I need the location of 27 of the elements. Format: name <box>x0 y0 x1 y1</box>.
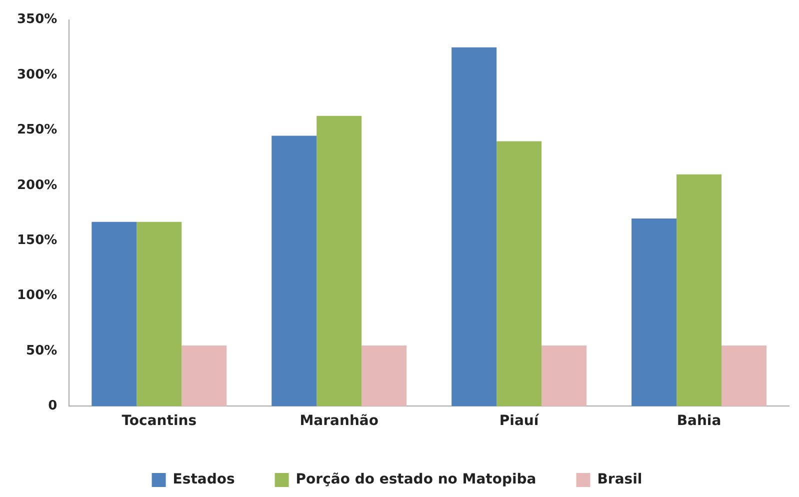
bar <box>632 218 677 406</box>
y-tick-label: 350% <box>16 12 58 28</box>
bar <box>362 345 407 406</box>
x-tick-label: Bahia <box>676 413 722 430</box>
legend-label: Estados <box>172 472 235 488</box>
y-tick-label: 100% <box>16 288 58 304</box>
bar <box>272 136 317 406</box>
bar <box>542 345 587 406</box>
bar <box>92 222 137 406</box>
bar <box>316 116 362 406</box>
y-tick-label: 200% <box>16 178 58 193</box>
x-tick-label: Maranhão <box>300 413 379 430</box>
bar <box>452 47 497 406</box>
y-tick-label: 300% <box>16 67 58 82</box>
bar <box>496 141 542 406</box>
bar <box>722 345 767 406</box>
bar <box>676 174 722 406</box>
legend-label: Porção do estado no Matopiba <box>296 472 536 488</box>
x-tick-label: Piauí <box>499 413 540 430</box>
y-tick-label: 0 <box>48 398 58 414</box>
y-tick-label: 150% <box>16 232 58 248</box>
y-tick-label: 50% <box>26 343 58 358</box>
legend-label: Brasil <box>597 472 642 488</box>
bar <box>182 345 227 406</box>
bar <box>136 222 182 406</box>
x-tick-label: Tocantins <box>122 413 197 430</box>
y-tick-label: 250% <box>16 122 58 138</box>
